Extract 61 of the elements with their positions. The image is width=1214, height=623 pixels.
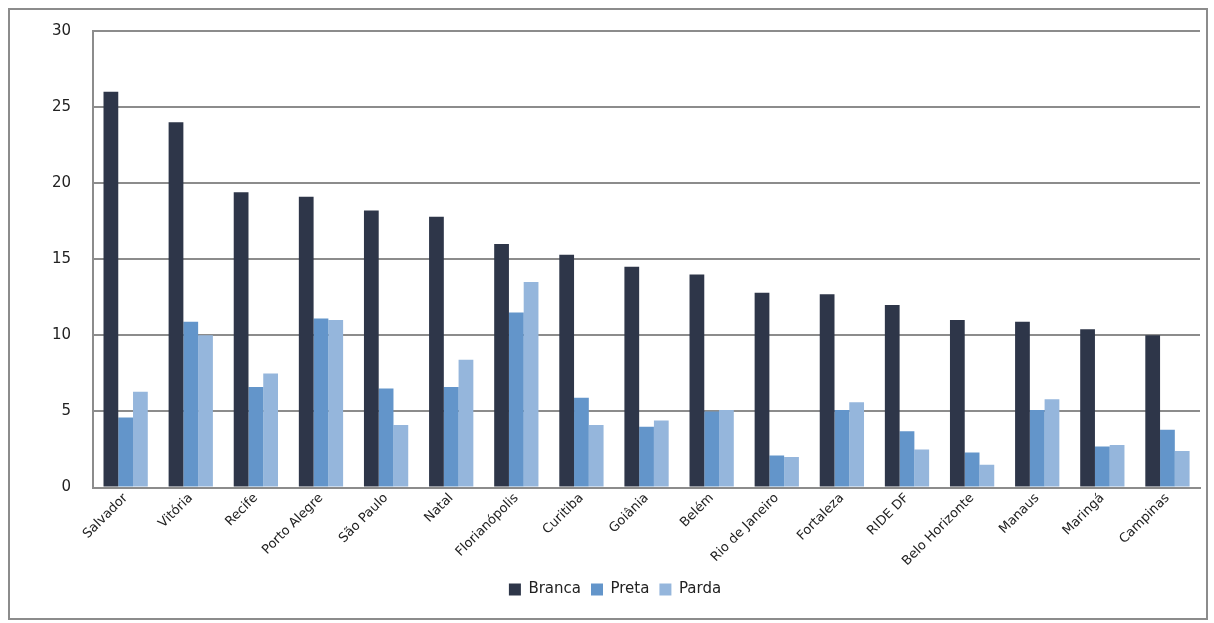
- bar: [263, 373, 279, 487]
- bar: [979, 464, 995, 487]
- bar: [1094, 446, 1110, 487]
- bar: [248, 387, 264, 487]
- y-tick-label: 20: [51, 173, 72, 192]
- y-tick-label: 0: [61, 477, 72, 496]
- bar: [653, 420, 669, 487]
- bar: [168, 122, 184, 487]
- bar: [689, 274, 705, 487]
- bar: [103, 91, 119, 487]
- y-tick-label: 25: [51, 96, 72, 115]
- legend-label: Preta: [610, 579, 650, 598]
- bar: [1015, 321, 1030, 487]
- y-tick-label: 10: [51, 325, 72, 344]
- bar: [1109, 444, 1125, 487]
- bar: [588, 425, 604, 487]
- bar: [1145, 335, 1161, 487]
- bar: [719, 409, 734, 487]
- bar: [704, 411, 720, 487]
- bar: [133, 391, 148, 487]
- bar: [834, 409, 850, 487]
- bar: [639, 426, 654, 487]
- bar: [1044, 399, 1060, 487]
- bar: [949, 320, 965, 487]
- bar: [819, 294, 835, 487]
- bar: [363, 210, 379, 487]
- bar: [914, 449, 930, 487]
- bar: [508, 312, 524, 487]
- bar: [118, 417, 134, 487]
- bar: [183, 321, 199, 487]
- bar: [429, 216, 444, 487]
- bar: [559, 254, 575, 487]
- bar: [198, 335, 213, 487]
- bar: [378, 388, 394, 487]
- bar: [574, 397, 589, 487]
- bar: [1029, 409, 1045, 487]
- bar: [443, 387, 459, 487]
- bar: [1174, 450, 1190, 487]
- bar: [328, 320, 344, 487]
- bar: [1080, 329, 1095, 487]
- y-tick-label: 15: [51, 249, 72, 268]
- bar: [523, 282, 539, 487]
- bar: [964, 452, 980, 487]
- legend-label: Branca: [528, 579, 582, 598]
- bar: [784, 457, 799, 487]
- bar: [458, 359, 474, 487]
- bar: [298, 196, 314, 487]
- y-tick-label: 5: [61, 401, 72, 420]
- bar: [494, 244, 509, 487]
- y-tick-label: 30: [51, 20, 72, 39]
- bar: [624, 266, 640, 487]
- bar: [899, 431, 915, 487]
- bar: [233, 192, 249, 487]
- bar: [884, 304, 900, 487]
- bar: [313, 318, 329, 487]
- bar: [849, 402, 865, 487]
- legend-label: Parda: [678, 579, 722, 598]
- bar: [754, 292, 770, 487]
- bar: [393, 425, 409, 487]
- bar: [769, 455, 785, 487]
- bar: [1160, 429, 1175, 487]
